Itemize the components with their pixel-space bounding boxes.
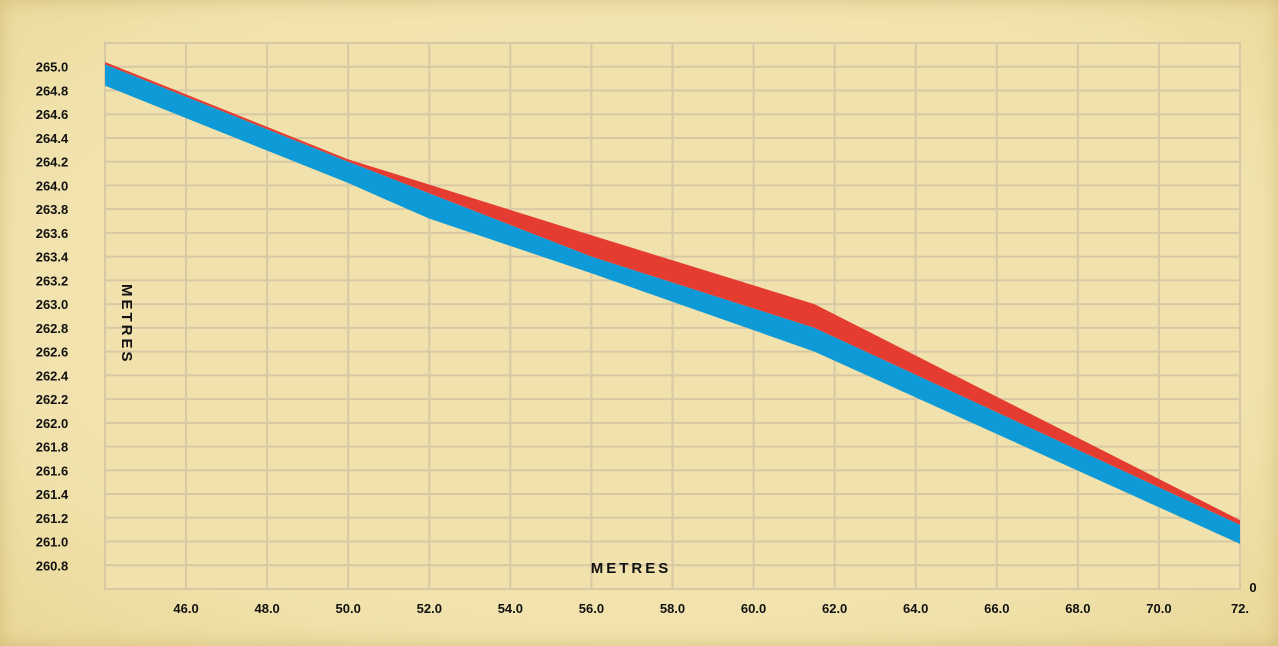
y-tick-label: 262.0 [36, 416, 69, 431]
y-tick-label: 263.4 [36, 250, 69, 265]
y-tick-label: 263.8 [36, 202, 69, 217]
y-tick-label: 264.4 [36, 131, 69, 146]
x-tick-label: 68.0 [1065, 601, 1090, 616]
y-tick-label: 264.8 [36, 83, 69, 98]
y-tick-label: 260.8 [36, 558, 69, 573]
y-axis-title: METRES [118, 284, 135, 365]
x-tick-label: 64.0 [903, 601, 928, 616]
x-axis-title: METRES [591, 560, 672, 577]
x-tick-label: 58.0 [660, 601, 685, 616]
y-tick-label: 261.0 [36, 535, 69, 550]
y-tick-labels: 260.8 261.0 261.2 261.4 261.6 261.8 262.0 262.2… [36, 60, 69, 574]
y-tick-label: 261.2 [36, 511, 69, 526]
x-axis-corner-label: 0 [1249, 580, 1256, 595]
y-tick-label: 265.0 [36, 60, 69, 75]
y-tick-label: 261.8 [36, 440, 69, 455]
y-tick-label: 262.8 [36, 321, 69, 336]
y-tick-label: 262.2 [36, 392, 69, 407]
x-tick-label: 54.0 [498, 601, 523, 616]
y-tick-label: 262.6 [36, 345, 69, 360]
grid-lines [105, 42, 1241, 589]
y-tick-label: 261.6 [36, 463, 69, 478]
x-tick-label: 46.0 [173, 601, 198, 616]
x-tick-label: 48.0 [254, 601, 279, 616]
x-tick-label: 52.0 [417, 601, 442, 616]
y-tick-label: 261.4 [36, 487, 69, 502]
y-tick-label: 262.4 [36, 368, 69, 383]
series-band-red [105, 61, 1240, 525]
x-tick-label: 66.0 [984, 601, 1009, 616]
y-tick-label: 264.2 [36, 155, 69, 170]
series-band-blue [105, 64, 1240, 544]
x-tick-labels: 46.0 48.0 50.0 52.0 54.0 56.0 58.0 60.0 62.0 64.0… [173, 601, 1249, 616]
y-tick-label: 263.6 [36, 226, 69, 241]
data-bands [105, 61, 1240, 544]
y-tick-label: 264.0 [36, 178, 69, 193]
y-tick-label: 264.6 [36, 107, 69, 122]
x-tick-label: 60.0 [741, 601, 766, 616]
x-tick-label: 70.0 [1146, 601, 1171, 616]
y-tick-label: 263.0 [36, 297, 69, 312]
x-tick-label: 50.0 [336, 601, 361, 616]
y-tick-label: 263.2 [36, 273, 69, 288]
x-tick-label: 56.0 [579, 601, 604, 616]
x-tick-label: 62.0 [822, 601, 847, 616]
x-tick-label: 72. [1231, 601, 1249, 616]
